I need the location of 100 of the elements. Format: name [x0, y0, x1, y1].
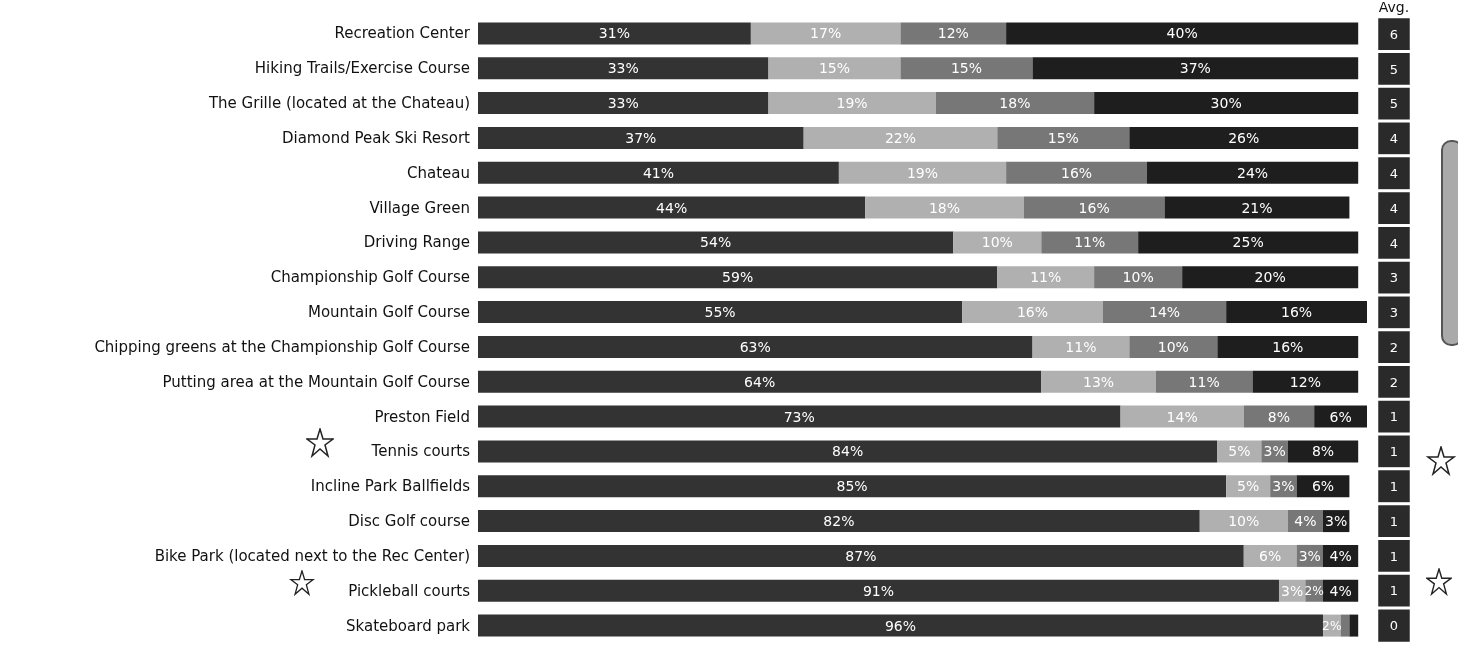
- data-label: 33%: [607, 60, 639, 77]
- bar: [1129, 335, 1218, 358]
- data-label: 20%: [1254, 269, 1286, 286]
- y-tick-label: Championship Golf Course: [270, 268, 470, 287]
- bar: [478, 370, 1042, 393]
- data-label: 11%: [1074, 234, 1106, 251]
- y-tick-label: Pickleball courts: [348, 581, 471, 600]
- data-label: 10%: [1157, 338, 1189, 355]
- bar: [1155, 370, 1253, 393]
- data-label: 11%: [1188, 373, 1220, 390]
- data-label: 6%: [1259, 547, 1282, 564]
- y-tick-label: The Grille (located at the Chateau): [207, 94, 470, 113]
- data-label: 19%: [836, 95, 868, 112]
- bar: [768, 92, 936, 115]
- data-label: 15%: [950, 60, 983, 77]
- bar: [1041, 231, 1139, 254]
- data-label: 26%: [1228, 129, 1260, 146]
- data-label: 3%: [1263, 443, 1286, 460]
- bar: [1032, 57, 1359, 80]
- bar: [900, 57, 1033, 80]
- bar: [1041, 370, 1156, 393]
- data-label: 14%: [1148, 304, 1181, 321]
- data-label: 6%: [1329, 408, 1352, 425]
- bar: [478, 266, 998, 289]
- data-label: 2: [1389, 339, 1399, 355]
- data-label: 4: [1389, 131, 1399, 147]
- bar: [478, 544, 1244, 567]
- data-label: 33%: [607, 95, 639, 112]
- y-tick-label: Incline Park Ballfields: [310, 477, 471, 496]
- data-label: 15%: [1047, 129, 1079, 146]
- data-label: 44%: [656, 199, 688, 216]
- data-label: 1: [1389, 444, 1399, 460]
- y-tick-label: Chipping greens at the Championship Golf Course: [94, 337, 470, 356]
- bar: [1094, 92, 1359, 115]
- data-label: 5: [1389, 61, 1399, 77]
- bar: [838, 161, 1007, 184]
- data-label: 6: [1389, 26, 1399, 42]
- bar: [478, 440, 1218, 463]
- data-label: 16%: [1281, 304, 1313, 321]
- data-label: 16%: [1016, 304, 1049, 321]
- data-label: 4: [1389, 166, 1399, 181]
- data-label: 13%: [1082, 373, 1115, 390]
- data-label: 41%: [642, 164, 674, 181]
- data-label: 54%: [700, 234, 732, 251]
- bar: [1146, 161, 1359, 184]
- bar: [1340, 614, 1350, 637]
- bar: [1217, 335, 1359, 358]
- data-label: 37%: [1179, 60, 1211, 77]
- data-label: 10%: [981, 234, 1013, 251]
- bar: [478, 22, 751, 45]
- data-label: 19%: [906, 164, 939, 181]
- data-label: 6%: [1311, 478, 1335, 495]
- data-label: 8%: [1267, 408, 1291, 425]
- data-label: 16%: [1060, 164, 1093, 181]
- bar: [478, 92, 769, 115]
- data-label: 3%: [1325, 513, 1348, 530]
- y-tick-label: Putting area at the Mountain Golf Course: [162, 372, 470, 391]
- data-label: 3%: [1272, 478, 1295, 495]
- data-label: 5: [1389, 96, 1399, 112]
- bar: [478, 196, 866, 219]
- data-label: 4%: [1329, 582, 1352, 599]
- data-label: 59%: [722, 269, 754, 286]
- bar: [1199, 510, 1288, 533]
- bar: [1226, 301, 1367, 324]
- y-tick-label: Disc Golf course: [348, 512, 470, 531]
- bar: [478, 405, 1121, 428]
- bar: [803, 126, 998, 149]
- data-label: 2: [1389, 374, 1399, 390]
- data-label: 37%: [625, 129, 657, 146]
- data-label: 31%: [598, 25, 630, 42]
- data-label: 18%: [999, 95, 1031, 112]
- data-label: 5%: [1237, 478, 1260, 495]
- data-label: 22%: [884, 129, 917, 146]
- data-label: 1: [1389, 479, 1399, 494]
- bar: [1102, 301, 1227, 324]
- bar: [962, 301, 1103, 324]
- y-tick-label: Skateboard park: [346, 616, 471, 635]
- y-tick-label: Tennis courts: [370, 442, 471, 461]
- data-label: 11%: [1065, 338, 1097, 355]
- bar: [478, 301, 963, 324]
- bar: [935, 92, 1095, 115]
- data-label: 4: [1389, 200, 1399, 216]
- bar: [478, 231, 954, 254]
- data-label: 1: [1389, 583, 1399, 599]
- bar: [1243, 405, 1315, 428]
- y-tick-label: Chateau: [407, 163, 470, 182]
- data-label: 1: [1389, 548, 1399, 564]
- data-label: 96%: [884, 617, 917, 634]
- data-label: 16%: [1272, 338, 1304, 355]
- y-tick-label: Village Green: [369, 198, 470, 217]
- data-label: 55%: [704, 304, 736, 321]
- y-tick-label: Recreation Center: [334, 24, 471, 43]
- data-label: 2%: [1304, 583, 1324, 598]
- bar: [478, 126, 804, 149]
- data-label: 16%: [1078, 199, 1110, 216]
- data-label: 21%: [1241, 199, 1273, 216]
- data-label: 5%: [1228, 443, 1251, 460]
- data-label: 82%: [823, 513, 855, 530]
- data-label: 12%: [937, 25, 969, 42]
- y-tick-label: Bike Park (located next to the Rec Center): [154, 546, 470, 565]
